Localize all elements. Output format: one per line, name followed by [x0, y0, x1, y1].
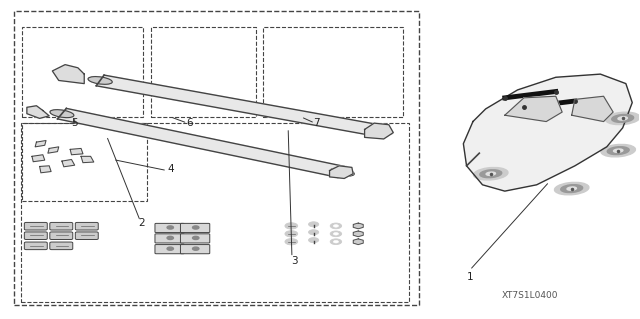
Polygon shape: [48, 147, 59, 153]
FancyBboxPatch shape: [24, 242, 47, 250]
Circle shape: [333, 241, 339, 243]
FancyBboxPatch shape: [155, 223, 184, 233]
Polygon shape: [96, 75, 385, 137]
Circle shape: [285, 231, 298, 237]
Circle shape: [333, 225, 339, 227]
Polygon shape: [70, 148, 83, 155]
Bar: [22, 27, 143, 117]
Circle shape: [308, 222, 319, 227]
Ellipse shape: [480, 170, 502, 178]
FancyBboxPatch shape: [76, 222, 99, 230]
Ellipse shape: [88, 77, 112, 84]
Circle shape: [193, 247, 199, 250]
Circle shape: [167, 236, 173, 240]
Circle shape: [333, 233, 339, 235]
Ellipse shape: [601, 145, 636, 157]
Ellipse shape: [330, 168, 354, 176]
FancyBboxPatch shape: [50, 222, 73, 230]
Circle shape: [285, 223, 298, 229]
Circle shape: [330, 223, 342, 229]
Polygon shape: [52, 65, 84, 84]
Bar: [14, 11, 419, 305]
Ellipse shape: [50, 110, 74, 118]
Polygon shape: [505, 96, 562, 122]
Polygon shape: [353, 239, 363, 245]
Circle shape: [193, 226, 199, 229]
FancyBboxPatch shape: [50, 232, 73, 240]
Ellipse shape: [614, 149, 623, 152]
Ellipse shape: [486, 172, 495, 175]
Text: 1: 1: [467, 271, 473, 281]
FancyBboxPatch shape: [180, 223, 210, 233]
Ellipse shape: [474, 167, 508, 180]
Circle shape: [308, 238, 319, 243]
FancyBboxPatch shape: [180, 234, 210, 243]
Polygon shape: [40, 166, 51, 173]
Circle shape: [167, 226, 173, 229]
FancyBboxPatch shape: [24, 232, 47, 240]
Circle shape: [330, 231, 342, 237]
Circle shape: [167, 247, 173, 250]
FancyBboxPatch shape: [155, 245, 184, 254]
Ellipse shape: [618, 117, 627, 120]
Bar: [22, 123, 147, 201]
Polygon shape: [62, 160, 75, 167]
Ellipse shape: [554, 182, 589, 195]
Ellipse shape: [567, 187, 577, 190]
Bar: [20, 123, 409, 302]
Circle shape: [285, 239, 298, 245]
Circle shape: [330, 239, 342, 245]
FancyBboxPatch shape: [24, 222, 47, 230]
Polygon shape: [58, 108, 347, 177]
FancyBboxPatch shape: [180, 245, 210, 254]
Polygon shape: [27, 106, 49, 118]
Ellipse shape: [605, 112, 640, 125]
Bar: [151, 27, 256, 117]
Text: XT7S1L0400: XT7S1L0400: [502, 291, 559, 300]
Polygon shape: [572, 96, 613, 122]
Bar: [262, 27, 403, 117]
Text: 4: 4: [167, 164, 173, 174]
Ellipse shape: [612, 115, 634, 122]
Polygon shape: [365, 123, 394, 139]
Polygon shape: [353, 223, 363, 229]
FancyBboxPatch shape: [50, 242, 73, 250]
Polygon shape: [81, 156, 94, 163]
Ellipse shape: [607, 147, 629, 155]
FancyBboxPatch shape: [76, 232, 99, 240]
Ellipse shape: [561, 185, 582, 193]
Polygon shape: [353, 231, 363, 237]
Circle shape: [308, 230, 319, 235]
Text: 3: 3: [291, 256, 298, 266]
Text: 7: 7: [314, 118, 320, 128]
Text: 6: 6: [186, 118, 193, 128]
Circle shape: [193, 236, 199, 240]
Polygon shape: [330, 166, 353, 178]
Text: 5: 5: [71, 118, 78, 128]
Ellipse shape: [369, 127, 392, 135]
Text: 2: 2: [138, 218, 145, 228]
Polygon shape: [35, 141, 46, 147]
Polygon shape: [463, 74, 632, 191]
Polygon shape: [32, 155, 45, 162]
FancyBboxPatch shape: [155, 234, 184, 243]
